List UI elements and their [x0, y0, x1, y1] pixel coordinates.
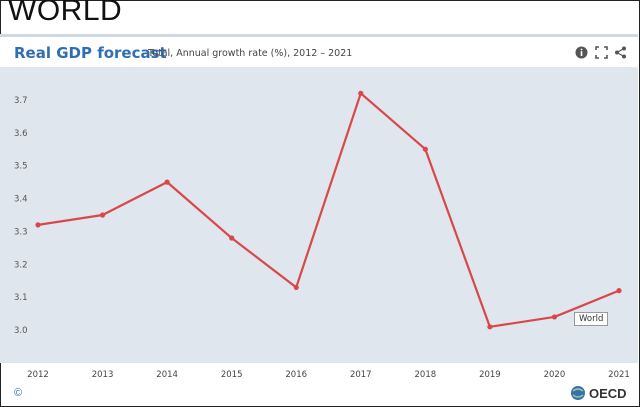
header-divider	[0, 34, 638, 37]
x-tick-label: 2019	[479, 370, 501, 380]
oecd-globe-icon	[571, 386, 585, 400]
data-point[interactable]	[616, 288, 622, 294]
x-tick-label: 2014	[156, 370, 178, 380]
chart-title: Real GDP forecast	[14, 44, 167, 62]
y-tick-label: 3.6	[14, 129, 28, 139]
data-point[interactable]	[293, 284, 299, 290]
y-tick-label: 3.1	[14, 293, 28, 303]
y-tick-label: 3.5	[14, 162, 28, 172]
x-tick-label: 2021	[608, 370, 630, 380]
data-point[interactable]	[35, 222, 41, 228]
data-point[interactable]	[164, 179, 170, 185]
data-point[interactable]	[422, 146, 428, 152]
oecd-logo: OECD	[570, 385, 627, 401]
info-icon[interactable]	[574, 45, 588, 59]
x-tick-label: 2012	[27, 370, 49, 380]
x-tick-label: 2016	[285, 370, 307, 380]
oecd-logo-text: OECD	[589, 385, 627, 401]
data-point[interactable]	[99, 212, 106, 218]
y-tick-label: 3.4	[14, 195, 28, 205]
y-tick-label: 3.3	[14, 227, 28, 237]
y-tick-label: 3.2	[14, 260, 28, 270]
x-tick-label: 2018	[415, 370, 437, 380]
series-line-world	[37, 92, 620, 328]
chart-title-bar	[0, 37, 638, 67]
x-tick-label: 2015	[221, 370, 243, 380]
series-label-world: World	[574, 312, 609, 326]
plot-area	[0, 67, 638, 363]
data-point[interactable]	[358, 90, 364, 96]
expand-icon[interactable]	[594, 45, 608, 59]
share-icon[interactable]	[613, 45, 627, 59]
x-tick-label: 2017	[350, 370, 372, 380]
data-point[interactable]	[551, 314, 558, 320]
page-heading: WORLD	[8, 0, 123, 27]
x-tick-label: 2020	[544, 370, 566, 380]
copyright-icon[interactable]: ©	[14, 387, 23, 399]
data-point[interactable]	[229, 235, 235, 241]
y-tick-label: 3.0	[14, 326, 28, 336]
y-tick-label: 3.7	[14, 96, 28, 106]
chart-subtitle: Total, Annual growth rate (%), 2012 – 20…	[148, 48, 353, 59]
x-tick-label: 2013	[92, 370, 114, 380]
data-point[interactable]	[487, 324, 493, 330]
